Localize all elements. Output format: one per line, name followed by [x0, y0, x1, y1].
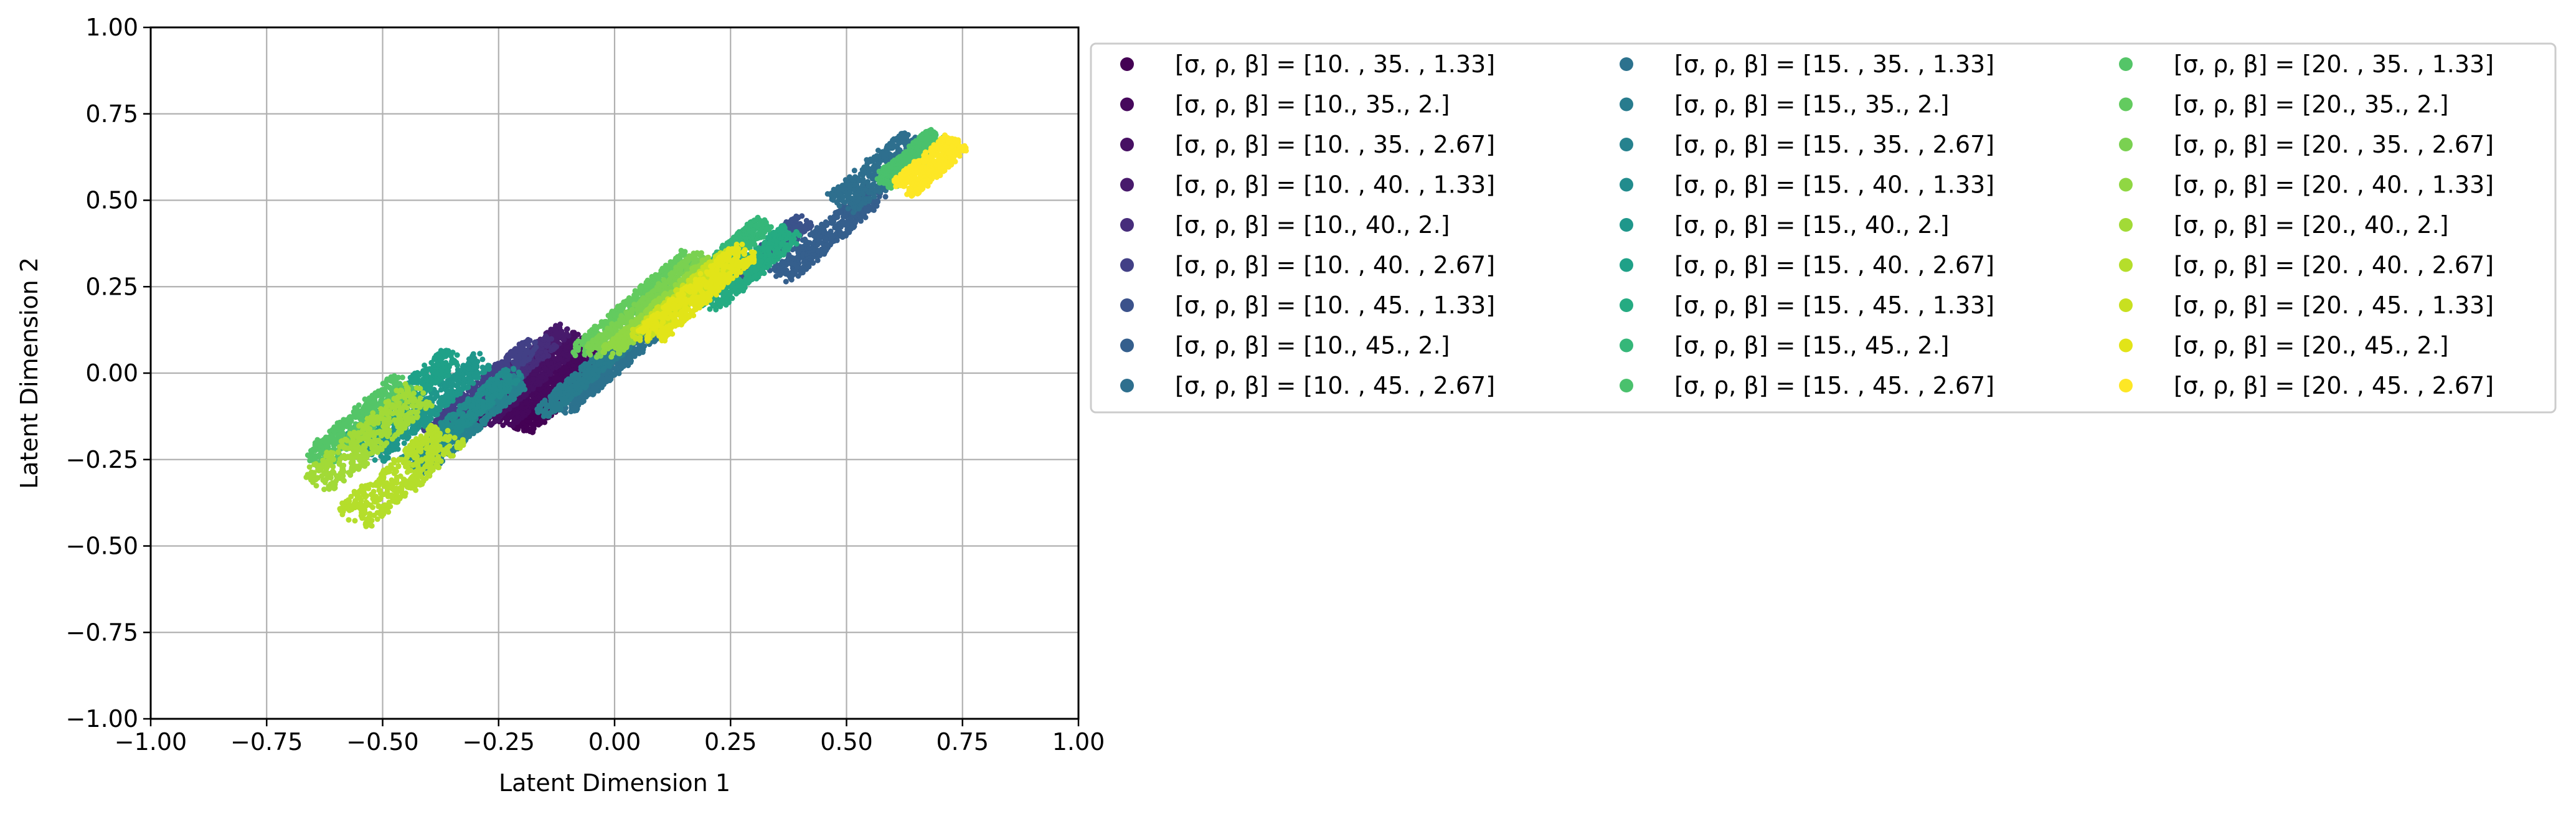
data-point	[545, 353, 552, 359]
data-point	[577, 372, 583, 377]
data-point	[555, 401, 562, 407]
data-point	[565, 333, 572, 339]
data-point	[795, 214, 800, 220]
data-point	[519, 343, 524, 349]
data-point	[789, 273, 795, 279]
data-point	[489, 420, 495, 427]
data-points	[303, 126, 969, 529]
data-point	[530, 376, 536, 382]
data-point	[851, 168, 857, 174]
data-point	[523, 348, 529, 354]
data-point	[554, 330, 560, 336]
data-point	[592, 363, 598, 369]
data-point	[794, 264, 800, 270]
data-point	[532, 339, 539, 345]
data-point	[882, 194, 889, 200]
data-point	[899, 131, 905, 136]
data-point	[845, 206, 851, 212]
data-point	[641, 343, 648, 349]
data-point	[826, 231, 832, 237]
data-point	[529, 349, 535, 355]
data-point	[783, 278, 789, 285]
data-point	[797, 221, 803, 227]
data-point	[544, 334, 550, 340]
data-point	[549, 336, 554, 342]
data-point	[783, 271, 789, 277]
data-point	[559, 369, 565, 376]
data-point	[525, 336, 531, 343]
data-point	[808, 222, 814, 229]
data-point	[840, 214, 846, 220]
data-point	[557, 321, 564, 328]
data-point	[514, 419, 521, 425]
data-point	[539, 341, 544, 348]
data-point	[564, 326, 570, 332]
data-point	[542, 400, 548, 406]
data-point	[874, 203, 880, 209]
data-point	[847, 174, 852, 180]
data-point	[550, 346, 557, 353]
data-point	[536, 386, 542, 392]
data-point	[860, 176, 866, 183]
